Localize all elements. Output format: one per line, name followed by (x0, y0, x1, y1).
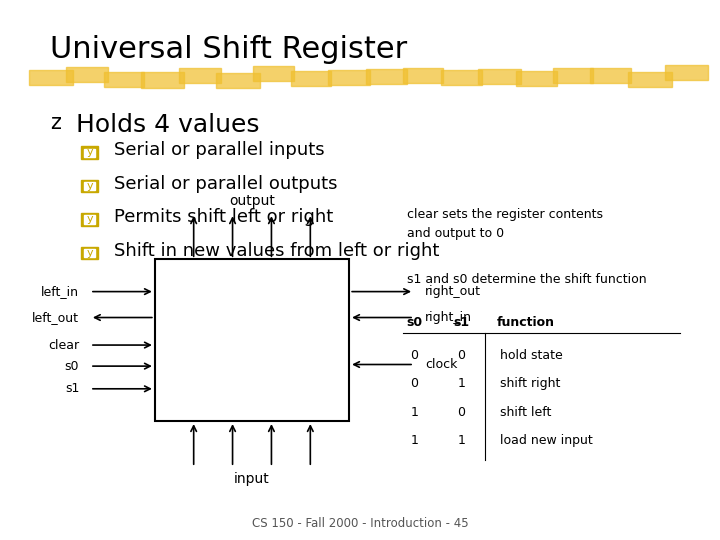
Text: z: z (50, 113, 61, 133)
Text: right_out: right_out (425, 285, 481, 298)
Bar (81, 213, 98, 226)
Text: y: y (86, 181, 94, 191)
Bar (81, 247, 98, 259)
Bar (155, 259, 349, 421)
Text: s1: s1 (454, 316, 469, 329)
Text: s1: s1 (65, 382, 79, 395)
Text: y: y (86, 147, 94, 157)
Text: y: y (86, 214, 94, 224)
Text: Holds 4 values: Holds 4 values (76, 113, 259, 137)
Bar (665, 65, 708, 80)
Text: 0: 0 (410, 349, 418, 362)
Text: Serial or parallel outputs: Serial or parallel outputs (114, 174, 337, 193)
Bar (84, 148, 95, 157)
Text: 1: 1 (457, 377, 465, 390)
Text: 1: 1 (410, 434, 418, 447)
Text: clear sets the register contents
and output to 0: clear sets the register contents and out… (407, 208, 603, 240)
Bar (366, 69, 407, 84)
Bar (441, 70, 482, 85)
Bar (628, 72, 672, 87)
Bar (216, 73, 260, 88)
Text: clock: clock (425, 358, 457, 371)
Bar (516, 71, 557, 86)
Text: Shift in new values from left or right: Shift in new values from left or right (114, 241, 439, 260)
Bar (590, 68, 631, 83)
Bar (478, 69, 521, 84)
Bar (81, 180, 98, 192)
Bar (84, 182, 95, 190)
Bar (141, 72, 184, 87)
Text: y: y (86, 248, 94, 258)
Text: Serial or parallel inputs: Serial or parallel inputs (114, 141, 325, 159)
Text: Permits shift left or right: Permits shift left or right (114, 208, 333, 226)
Bar (253, 66, 294, 81)
Text: load new input: load new input (500, 434, 593, 447)
Text: clear: clear (48, 339, 79, 352)
Text: 0: 0 (410, 377, 418, 390)
Text: 1: 1 (410, 406, 418, 419)
Text: s0: s0 (65, 360, 79, 373)
Bar (179, 68, 221, 83)
Text: s0: s0 (407, 316, 423, 329)
Bar (291, 71, 331, 86)
Text: CS 150 - Fall 2000 - Introduction - 45: CS 150 - Fall 2000 - Introduction - 45 (252, 517, 468, 530)
Text: function: function (497, 316, 555, 329)
Text: 0: 0 (457, 349, 465, 362)
Text: left_in: left_in (41, 285, 79, 298)
Bar (66, 66, 109, 82)
Bar (81, 146, 98, 159)
Text: 0: 0 (457, 406, 465, 419)
Bar (84, 215, 95, 224)
Bar (84, 249, 95, 257)
Text: hold state: hold state (500, 349, 563, 362)
Bar (29, 70, 73, 85)
Bar (328, 70, 370, 85)
Bar (403, 68, 444, 83)
Text: shift right: shift right (500, 377, 561, 390)
Text: left_out: left_out (32, 311, 79, 324)
Text: shift left: shift left (500, 406, 552, 419)
Text: right_in: right_in (425, 311, 472, 324)
Text: 1: 1 (457, 434, 465, 447)
Text: output: output (229, 194, 275, 208)
Text: input: input (234, 472, 270, 487)
Bar (553, 68, 593, 83)
Bar (104, 72, 144, 87)
Text: Universal Shift Register: Universal Shift Register (50, 35, 408, 64)
Text: s1 and s0 determine the shift function: s1 and s0 determine the shift function (407, 273, 647, 286)
